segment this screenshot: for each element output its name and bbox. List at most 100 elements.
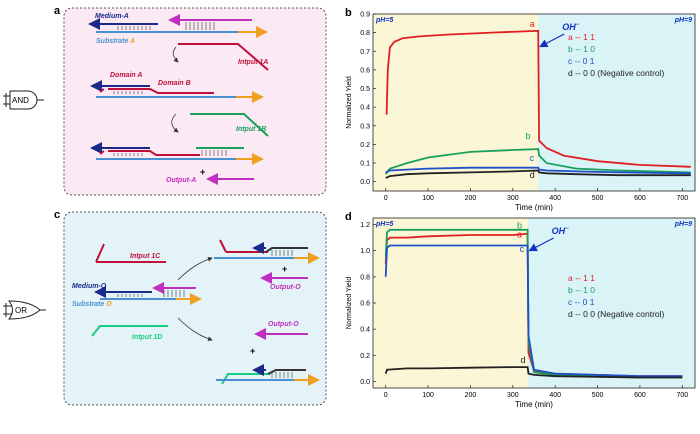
y-tick-label-d: 0.0 [360,379,370,386]
oh-annotation-d: OH− [552,226,570,236]
series-line-d-d [384,366,683,379]
series-label-b-c: c [530,153,535,163]
y-tick-label-b: 0.9 [360,12,370,19]
x-tick-label-b: 200 [465,195,477,202]
series-label-d-a: a [517,230,522,240]
series-line-d-c [384,244,683,378]
legend-entry-b: a -- 1 1 [568,32,595,42]
y-tick-label-b: 0.2 [360,142,370,149]
y-tick-label-b: 0.3 [360,123,370,130]
x-axis-label-d: Time (min) [515,400,553,409]
legend-entry-b: b -- 1 0 [568,44,595,54]
plus-sign-c-top: + [282,264,287,274]
legend-entry-d: b -- 1 0 [568,285,595,295]
x-tick-label-d: 400 [549,392,561,399]
or-gate-icon: OR [3,300,46,320]
panel-letter-a: a [54,5,61,17]
y-tick-label-b: 0.0 [360,179,370,186]
region-label-left-b: pH=5 [375,17,393,24]
and-gate-icon: AND [3,90,44,110]
y-tick-label-d: 0.4 [360,327,370,334]
series-label-b-a: a [530,19,535,29]
label-substrate-o: Substrate O [72,301,112,308]
series-line-b-c [385,166,691,175]
label-intput-1b: Intput 1B [236,126,266,133]
label-medium-o: Medium-O [72,283,107,290]
legend-entry-b: c -- 0 1 [568,56,595,66]
base-pairs-1 [117,22,215,30]
plus-sign-c-bottom: + [250,346,255,356]
label-output-o-top: Output-O [270,284,301,291]
series-label-d-c: c [520,244,525,254]
label-intput-1c: Intput 1C [130,253,161,260]
x-tick-label-b: 400 [549,195,561,202]
region-label-right-b: pH=9 [674,17,692,24]
x-tick-label-d: 0 [384,392,388,399]
chart-b: b pH=5 pH=9 0 100 200 300 400 500 600 700 0.0 0.1 0.2… [345,7,696,212]
series-label-b-b: b [526,131,531,141]
region-ph9-b [538,14,695,191]
y-tick-label-b: 0.8 [360,30,370,37]
y-tick-label-b: 0.5 [360,86,370,93]
gate-label-or: OR [15,306,27,315]
label-intput-1a: Intput 1A [238,59,268,66]
region-ph5-d [373,218,528,388]
y-tick-label-b: 0.4 [360,105,370,112]
series-line-b-b [384,148,691,175]
panel-letter-b: b [345,7,352,19]
x-tick-label-b: 600 [634,195,646,202]
panel-a: a AND Medium-A Substrate A Intput 1A Dom… [3,5,327,196]
oh-arrow-b [539,33,565,48]
region-ph5-b [373,14,539,191]
x-tick-label-d: 600 [634,392,646,399]
label-medium-a: Medium-A [95,13,129,20]
x-tick-label-b: 0 [384,195,388,202]
legend-entry-d: a -- 1 1 [568,273,595,283]
y-tick-label-b: 0.6 [360,67,370,74]
series-label-d-d: d [520,355,525,365]
series-line-b-d [385,169,691,179]
y-axis-label-d: Normalized Yield [346,277,353,330]
y-tick-label-d: 0.8 [360,274,370,281]
x-axis-label-b: Time (min) [515,203,553,212]
legend-entry-d: c -- 0 1 [568,297,595,307]
label-domain-a: Domain A [110,72,142,79]
x-tick-label-d: 300 [507,392,519,399]
x-tick-label-b: 100 [422,195,434,202]
y-tick-label-d: 0.2 [360,353,370,360]
series-label-b-d: d [530,170,535,180]
region-ph9-d [527,218,695,388]
series-label-d-b: b [517,220,522,230]
panel-c: c OR Intput 1C Medium-O Substrate O [3,209,327,406]
panel-letter-c: c [54,209,60,221]
plus-sign-a: + [200,167,205,177]
oh-annotation-b: OH− [562,22,580,32]
x-tick-label-d: 100 [422,392,434,399]
x-tick-label-d: 700 [676,392,688,399]
x-tick-label-d: 200 [465,392,477,399]
legend-entry-d: d -- 0 0 (Negative control) [568,309,665,319]
series-line-b-a [385,29,691,168]
label-domain-b: Domain B [158,80,191,87]
x-tick-label-b: 300 [507,195,519,202]
y-axis-label-b: Normalized Yield [346,76,353,129]
gate-label-and: AND [12,96,29,105]
y-tick-label-d: 0.6 [360,301,370,308]
y-tick-label-d: 1.2 [360,222,370,229]
plot-frame-b [372,13,696,192]
y-tick-label-b: 0.7 [360,49,370,56]
oh-arrow-d [528,237,554,252]
x-tick-label-b: 700 [676,195,688,202]
x-tick-label-b: 500 [592,195,604,202]
chart-d: d pH=5 pH=9 0 100 200 300 400 500 600 700 0.0 0.2 0.4… [345,211,696,409]
label-intput-1d: Intput 1D [132,334,162,341]
panel-letter-d: d [345,211,352,223]
label-substrate-a: Substrate A [96,38,135,45]
label-output-a: Output-A [166,177,196,184]
label-output-o-bottom: Output-O [268,321,299,328]
y-tick-label-d: 1.0 [360,248,370,255]
y-tick-label-b: 0.1 [360,161,370,168]
region-label-left-d: pH=5 [375,221,393,228]
region-label-right-d: pH=9 [674,221,692,228]
